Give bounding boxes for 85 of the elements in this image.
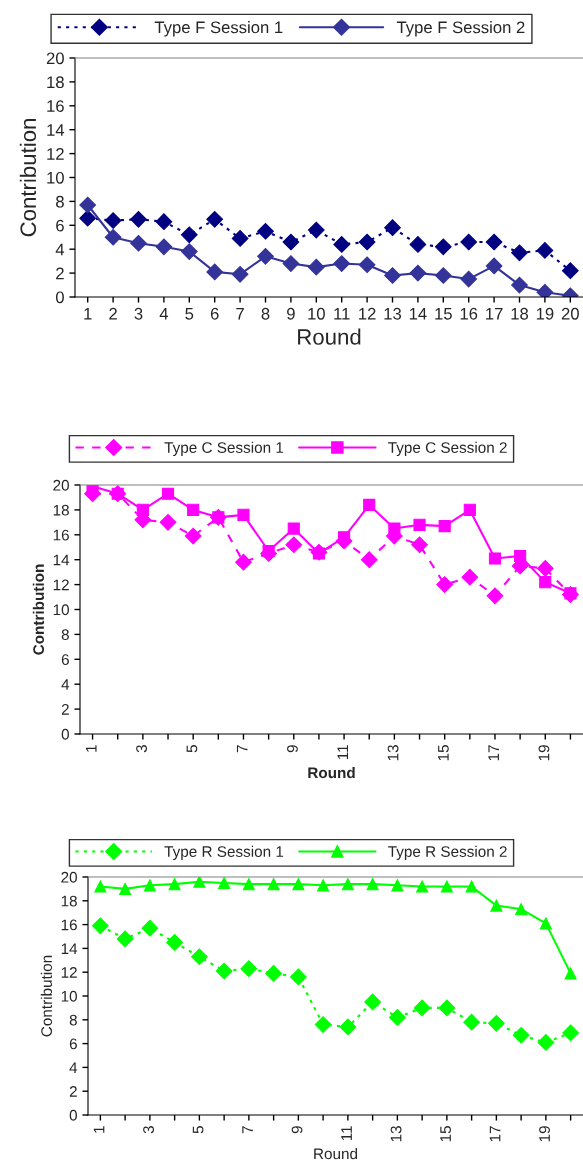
x-tick-label: 7 [236, 308, 244, 320]
y-tick-label: 20 [61, 871, 77, 883]
x-tick-label: 3 [143, 1126, 154, 1134]
x-tick-label: 9 [291, 1126, 303, 1134]
legend-label: Type F Session 1 [154, 21, 283, 37]
y-tick-label: 14 [53, 554, 70, 566]
y-axis-title: Contribution [40, 955, 53, 1037]
y-tick-label: 8 [61, 629, 69, 641]
x-tick-label: 9 [287, 307, 295, 320]
x-tick-label: 14 [409, 308, 427, 320]
legend-label: Type F Session 2 [396, 21, 525, 37]
y-tick-label: 8 [56, 195, 64, 208]
legend-label: Type R Session 1 [164, 845, 284, 860]
y-tick-label: 2 [69, 1086, 77, 1097]
x-axis-title: Round [308, 766, 355, 779]
x-tick-label: 15 [435, 308, 452, 320]
y-axis-title: Contribution [32, 564, 45, 655]
x-tick-label: 19 [539, 1126, 550, 1142]
x-tick-label: 2 [109, 307, 117, 320]
x-tick-label: 7 [242, 1126, 253, 1134]
y-tick-label: 18 [47, 76, 64, 89]
x-tick-label: 5 [192, 1126, 204, 1134]
x-tick-label: 11 [334, 308, 350, 320]
y-tick-label: 0 [61, 728, 69, 740]
y-tick-label: 10 [53, 604, 69, 616]
x-tick-label: 10 [308, 307, 325, 320]
x-tick-label: 17 [486, 308, 503, 320]
y-tick-label: 16 [53, 529, 69, 541]
y-tick-label: 12 [47, 148, 64, 160]
y-tick-label: 6 [61, 654, 69, 665]
y-tick-label: 14 [47, 124, 65, 136]
x-tick-label: 13 [387, 745, 399, 761]
x-axis-title: Round [314, 1147, 358, 1160]
x-tick-label: 6 [210, 307, 219, 320]
y-tick-label: 6 [69, 1038, 77, 1050]
x-axis-title: Round [298, 328, 361, 345]
x-tick-label: 16 [460, 307, 478, 320]
x-tick-label: 17 [488, 745, 499, 761]
x-tick-label: 13 [384, 307, 402, 320]
x-tick-label: 19 [536, 307, 554, 320]
x-tick-label: 11 [337, 745, 349, 760]
x-tick-label: 1 [84, 308, 92, 320]
y-tick-label: 4 [55, 243, 65, 256]
y-tick-label: 10 [61, 990, 77, 1002]
x-tick-label: 5 [186, 745, 198, 753]
x-tick-label: 15 [440, 1126, 451, 1142]
y-tick-label: 14 [61, 943, 78, 954]
x-tick-label: 4 [159, 308, 169, 320]
x-tick-label: 15 [438, 745, 449, 761]
x-tick-label: 8 [261, 307, 270, 320]
x-tick-label: 11 [341, 1126, 352, 1141]
x-tick-label: 9 [287, 745, 298, 753]
y-tick-label: 16 [47, 100, 64, 112]
y-tick-label: 8 [69, 1014, 77, 1026]
y-tick-label: 4 [69, 1062, 78, 1073]
y-axis-title: Contribution [19, 119, 37, 237]
legend-label: Type C Session 2 [388, 441, 507, 456]
y-tick-label: 0 [69, 1109, 77, 1121]
y-tick-label: 20 [46, 52, 64, 65]
y-tick-label: 4 [61, 679, 70, 690]
x-tick-label: 18 [511, 307, 529, 320]
legend-label: Type C Session 1 [164, 441, 284, 456]
legend-label: Type R Session 2 [388, 845, 507, 860]
y-tick-label: 18 [53, 504, 69, 516]
x-tick-label: 20 [561, 307, 579, 320]
x-tick-label: 13 [390, 1126, 402, 1142]
y-tick-label: 16 [61, 919, 77, 931]
y-tick-label: 20 [53, 479, 69, 491]
y-tick-label: 12 [53, 579, 69, 591]
y-tick-label: 0 [55, 291, 64, 304]
x-tick-label: 3 [134, 307, 143, 320]
y-tick-label: 6 [56, 219, 64, 232]
x-tick-label: 1 [93, 1126, 105, 1133]
x-tick-label: 12 [359, 307, 376, 320]
x-tick-label: 17 [489, 1126, 501, 1142]
x-tick-label: 19 [538, 745, 550, 761]
y-tick-label: 2 [56, 267, 64, 280]
x-tick-label: 7 [236, 745, 248, 753]
y-tick-label: 12 [61, 967, 77, 978]
x-tick-label: 5 [185, 308, 194, 320]
y-tick-label: 2 [61, 703, 69, 715]
x-tick-label: 1 [86, 745, 97, 752]
y-tick-label: 18 [61, 895, 77, 907]
x-tick-label: 3 [136, 745, 147, 753]
y-tick-label: 10 [47, 171, 64, 184]
